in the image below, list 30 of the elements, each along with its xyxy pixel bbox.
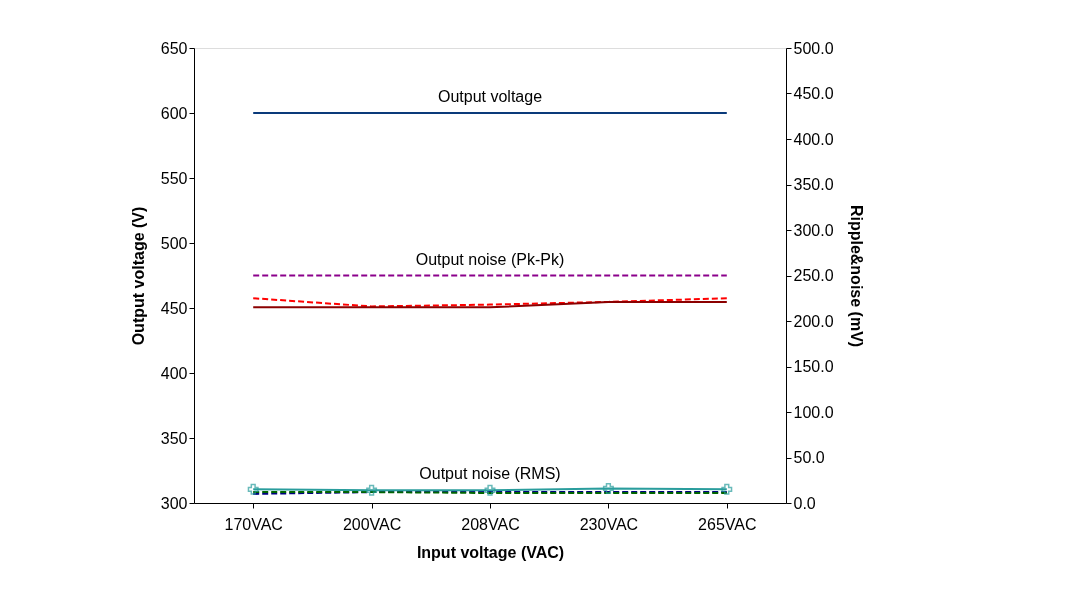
y-tick-label: 450 [160,299,188,317]
x-tick-label: 265VAC [698,515,757,533]
y-axis-title: Output voltage (V) [129,206,147,346]
y2-tick-label: 200.0 [793,312,834,330]
x-tick-label: 170VAC [224,515,283,533]
annotation: Output noise (RMS) [419,465,561,482]
y-tick-label: 400 [160,364,188,382]
y2-axis-title: Ripple&noise (mV) [847,204,865,348]
y-tick-label: 350 [160,429,188,447]
y-tick-label: 550 [160,169,188,187]
y-tick-label: 650 [160,39,188,57]
y2-tick-label: 400.0 [793,130,834,148]
x-tick-label: 230VAC [579,515,639,533]
y2-tick-label: 500.0 [793,39,834,57]
y-tick-label: 600 [160,104,188,122]
y2-tick-label: 100.0 [793,403,834,421]
y2-tick-label: 300.0 [793,221,834,239]
y2-tick-label: 50.0 [793,449,825,466]
annotation: Output voltage [437,88,543,105]
y2-tick-label: 350.0 [793,176,834,193]
x-tick-label: 208VAC [461,515,520,533]
y2-tick-label: 150.0 [793,358,834,375]
x-axis-title: Input voltage (VAC) [416,543,565,561]
y2-tick-label: 250.0 [793,267,834,284]
y2-tick-label: 0.0 [793,494,816,512]
y2-tick-label: 450.0 [793,85,834,102]
annotation: Output noise (Pk-Pk) [415,250,565,268]
x-tick-label: 200VAC [342,515,402,533]
y-tick-label: 300 [160,494,188,512]
y-tick-label: 500 [160,234,188,252]
